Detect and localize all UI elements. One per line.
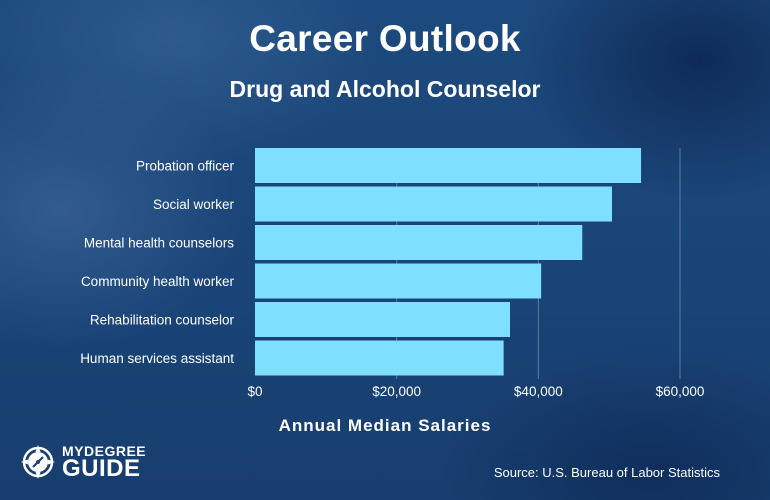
bar	[255, 340, 504, 376]
bar	[255, 263, 542, 299]
x-tick-label: $0	[247, 384, 262, 399]
chart-subtitle: Drug and Alcohol Counselor	[229, 76, 541, 102]
brand-logo: MYDEGREE GUIDE	[18, 440, 158, 486]
source-note: Source: U.S. Bureau of Labor Statistics	[493, 465, 720, 480]
category-label: Rehabilitation counselor	[90, 313, 235, 328]
x-tick-label: $20,000	[372, 384, 421, 399]
category-label: Human services assistant	[80, 351, 234, 366]
logo-text-top: MYDEGREE	[62, 443, 147, 459]
bar	[255, 225, 583, 260]
compass-icon	[21, 445, 55, 479]
bar	[255, 186, 612, 222]
category-label: Mental health counselors	[84, 236, 234, 251]
chart-title: Career Outlook	[249, 18, 521, 59]
logo-text-bottom: GUIDE	[62, 455, 141, 482]
x-tick-label: $40,000	[514, 384, 563, 399]
x-tick-label: $60,000	[656, 384, 705, 399]
bar	[255, 148, 642, 183]
category-label: Social worker	[153, 197, 235, 212]
x-axis-label: Annual Median Salaries	[278, 416, 492, 435]
category-label: Community health worker	[81, 274, 235, 289]
category-label: Probation officer	[136, 159, 235, 174]
bar	[255, 302, 510, 337]
